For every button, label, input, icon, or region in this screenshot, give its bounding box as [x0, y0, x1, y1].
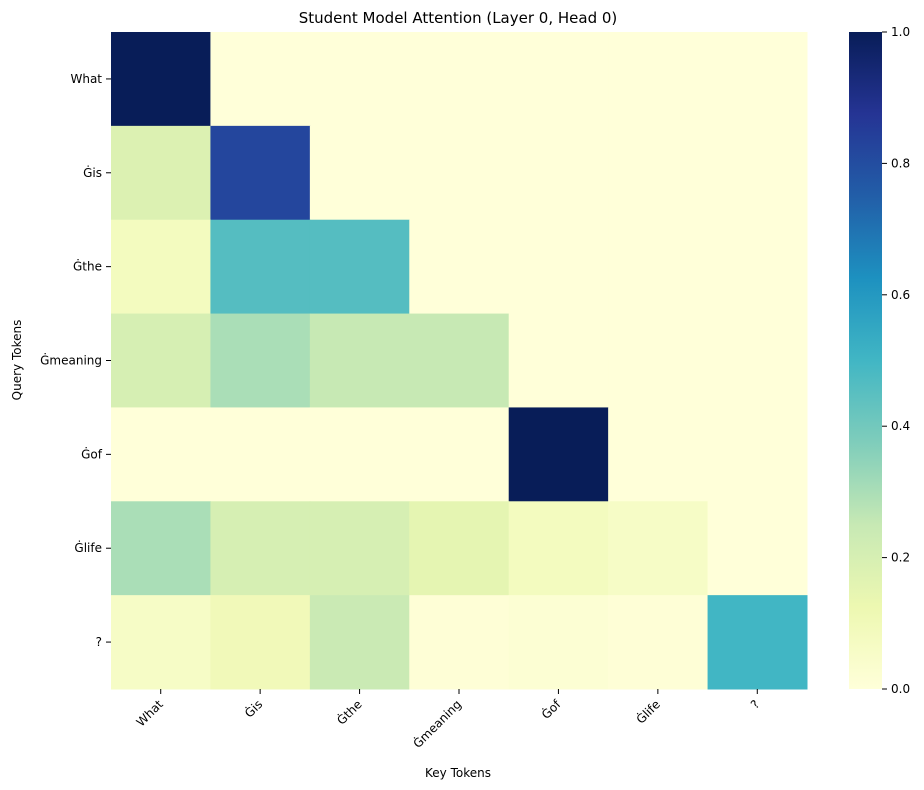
heatmap-cell-r4-c0 — [111, 407, 211, 502]
y-tick-label: What — [70, 72, 102, 86]
y-axis-ticks: What Ġis Ġthe Ġmeaning Ġof Ġlife? — [40, 72, 111, 649]
colorbar-tick-label: 1.0 — [891, 25, 910, 39]
heatmap-cell-r0-c4 — [508, 32, 609, 127]
heatmap-cell-r0-c1 — [210, 32, 311, 127]
x-tick-label: Ġis — [241, 696, 266, 721]
heatmap-cell-r4-c1 — [210, 407, 311, 502]
heatmap-cell-r3-c4 — [508, 313, 609, 408]
heatmap-cell-r0-c5 — [608, 32, 709, 127]
colorbar-tick-label: 0.2 — [891, 551, 910, 565]
heatmap-cell-r5-c3 — [409, 501, 510, 596]
heatmap-cell-r2-c5 — [608, 219, 709, 315]
heatmap-cell-r5-c5 — [608, 501, 709, 596]
heatmap-cell-r3-c5 — [608, 313, 709, 408]
heatmap-cell-r3-c1 — [210, 313, 311, 408]
colorbar-tick-label: 0.6 — [891, 288, 910, 302]
heatmap-cell-r6-c2 — [309, 595, 410, 690]
heatmap-cell-r4-c5 — [608, 407, 709, 502]
heatmap-cell-r3-c6 — [707, 313, 808, 408]
heatmap-cell-r6-c4 — [508, 595, 609, 690]
x-tick-label: What — [134, 697, 166, 729]
y-tick-label: Ġlife — [74, 539, 102, 555]
colorbar — [849, 32, 882, 689]
heatmap-cell-r4-c6 — [707, 407, 808, 502]
chart-title: Student Model Attention (Layer 0, Head 0… — [299, 9, 618, 27]
heatmap-cell-r2-c6 — [707, 219, 808, 315]
x-tick-label: Ġthe — [333, 696, 365, 728]
heatmap-cell-r6-c0 — [111, 595, 211, 690]
heatmap-cell-r5-c0 — [111, 501, 211, 596]
y-axis-label: Query Tokens — [10, 320, 24, 401]
x-tick-label: Ġof — [537, 695, 564, 722]
heatmap-cell-r6-c5 — [608, 595, 709, 690]
y-tick-label: ? — [96, 635, 102, 649]
heatmap-cell-r1-c1 — [210, 125, 311, 221]
heatmap-cell-r6-c6 — [707, 595, 808, 690]
heatmap-cell-r1-c0 — [111, 125, 211, 221]
heatmap-cell-r0-c3 — [409, 32, 510, 127]
heatmap-cell-r3-c3 — [409, 313, 510, 408]
heatmap-cell-r0-c2 — [309, 32, 410, 127]
x-axis-ticks: What Ġis Ġthe Ġmeaning Ġof Ġlife? — [134, 689, 762, 751]
heatmap-cell-r4-c3 — [409, 407, 510, 502]
heatmap-cells — [111, 32, 808, 690]
x-tick-label: Ġmeaning — [409, 696, 464, 751]
heatmap-cell-r2-c4 — [508, 219, 609, 315]
heatmap-cell-r3-c0 — [111, 313, 211, 408]
heatmap-cell-r1-c4 — [508, 125, 609, 221]
heatmap-cell-r2-c1 — [210, 219, 311, 315]
heatmap-cell-r1-c5 — [608, 125, 709, 221]
heatmap-cell-r6-c1 — [210, 595, 311, 690]
heatmap-cell-r1-c2 — [309, 125, 410, 221]
heatmap-cell-r4-c4 — [508, 407, 609, 502]
heatmap-cell-r5-c1 — [210, 501, 311, 596]
y-tick-label: Ġthe — [73, 258, 102, 274]
x-axis-label: Key Tokens — [425, 766, 491, 780]
x-tick-label: Ġlife — [632, 696, 663, 727]
colorbar-tick-label: 0.0 — [891, 682, 910, 696]
x-tick-label: ? — [748, 697, 762, 711]
y-tick-label: Ġof — [81, 445, 103, 461]
heatmap-cell-r3-c2 — [309, 313, 410, 408]
heatmap-cell-r1-c3 — [409, 125, 510, 221]
heatmap-cell-r1-c6 — [707, 125, 808, 221]
heatmap-cell-r6-c3 — [409, 595, 510, 690]
heatmap-cell-r5-c2 — [309, 501, 410, 596]
colorbar-ticks: 0.0 0.2 0.4 0.6 0.8 1.0 — [882, 25, 910, 696]
y-tick-label: Ġis — [83, 164, 102, 180]
y-tick-label: Ġmeaning — [40, 352, 102, 368]
colorbar-tick-label: 0.4 — [891, 419, 910, 433]
heatmap-cell-r2-c0 — [111, 219, 211, 315]
heatmap-cell-r2-c3 — [409, 219, 510, 315]
heatmap-cell-r0-c0 — [111, 32, 211, 127]
heatmap-cell-r2-c2 — [309, 219, 410, 315]
colorbar-tick-label: 0.8 — [891, 156, 910, 170]
heatmap-cell-r5-c6 — [707, 501, 808, 596]
heatmap-cell-r5-c4 — [508, 501, 609, 596]
heatmap-cell-r0-c6 — [707, 32, 808, 127]
heatmap-cell-r4-c2 — [309, 407, 410, 502]
